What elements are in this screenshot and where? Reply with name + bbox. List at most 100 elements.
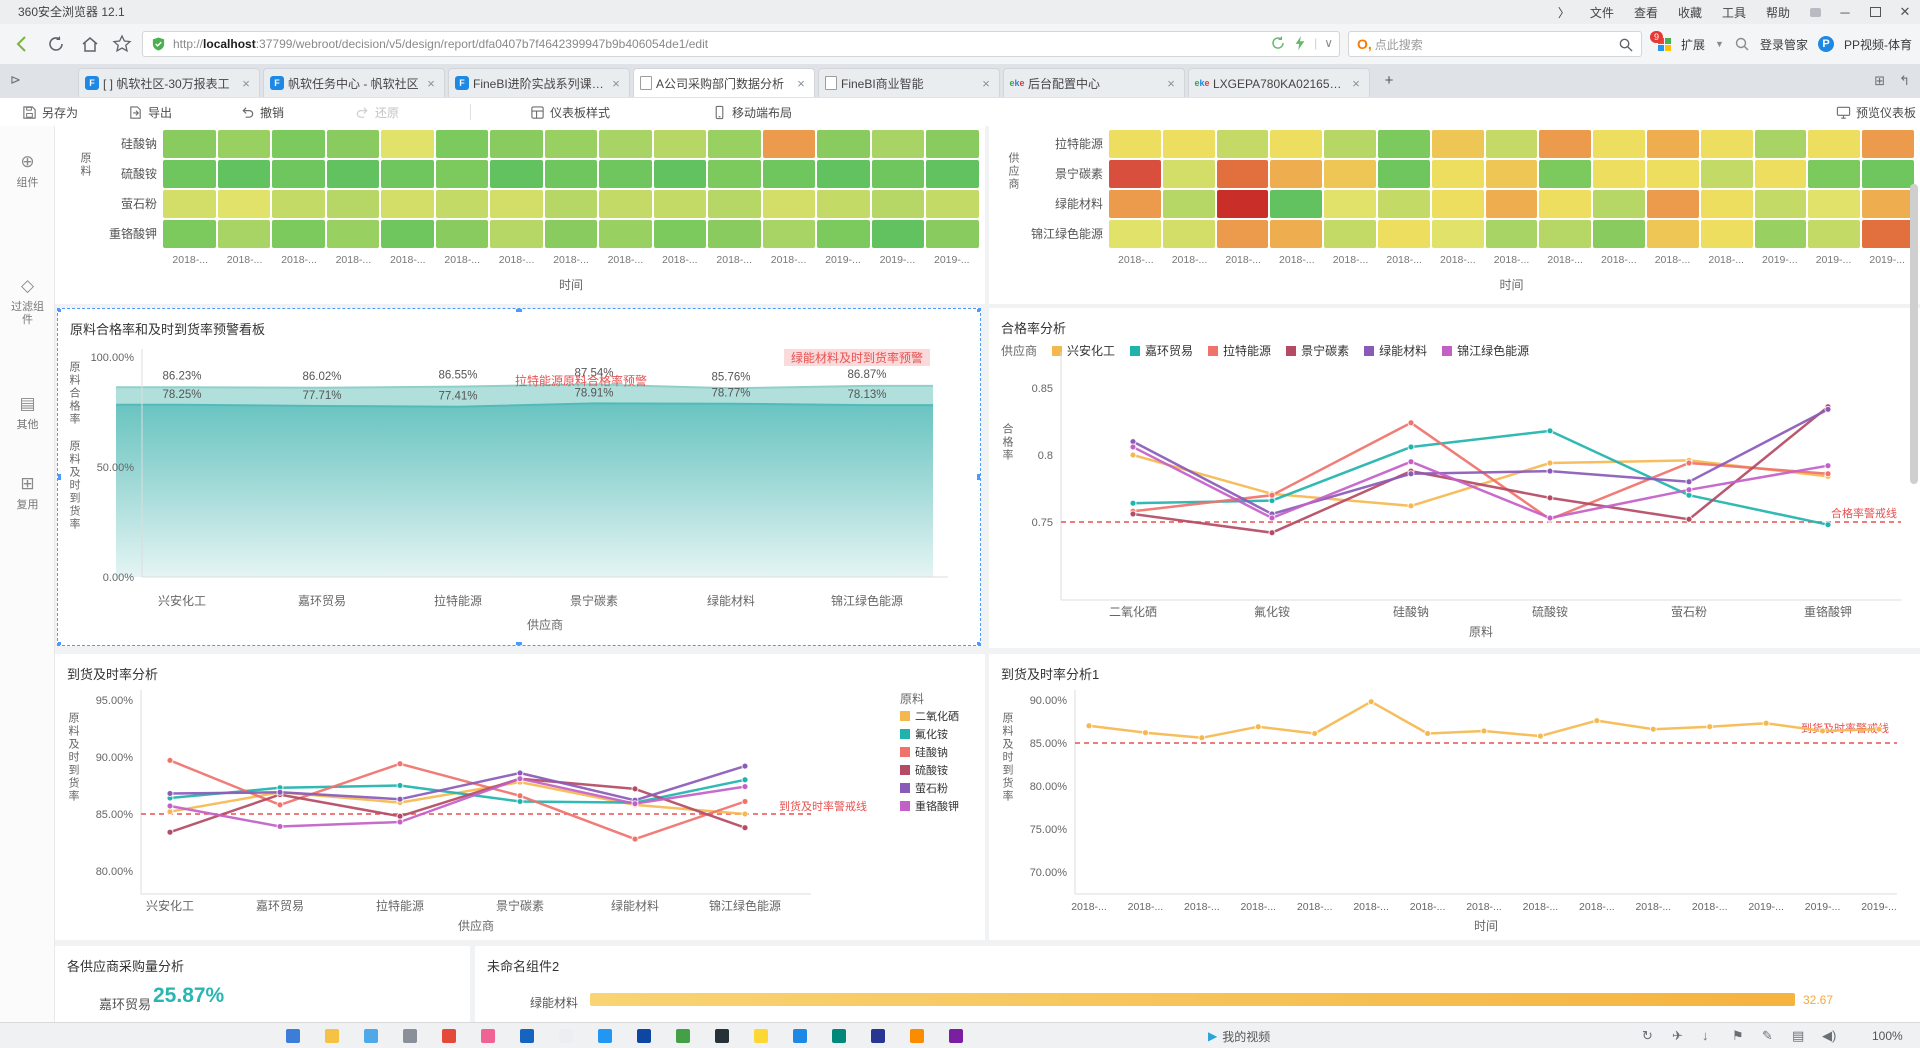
legend-item[interactable]: 景宁碳素 (1286, 342, 1349, 359)
zoom-level[interactable]: 100% (1872, 1029, 1903, 1043)
taskbar-app-icon[interactable] (403, 1029, 417, 1043)
home-icon[interactable] (80, 34, 100, 54)
search-box[interactable]: O, 点此搜索 (1348, 31, 1642, 57)
pp-video-icon[interactable]: P (1817, 36, 1834, 52)
sidebar-item-other[interactable]: ▤ 其他 (0, 394, 55, 432)
heatmap-row[interactable] (163, 220, 979, 248)
menu-help[interactable]: 帮助 (1765, 5, 1790, 20)
heatmap-row[interactable] (1109, 190, 1914, 218)
heatmap-row[interactable] (163, 190, 979, 218)
extensions-label[interactable]: 扩展 (1681, 37, 1706, 52)
tab-close-icon[interactable]: × (1167, 75, 1175, 91)
legend-item[interactable]: 兴安化工 (1052, 342, 1115, 359)
speaker-icon[interactable]: ◀) (1822, 1028, 1837, 1043)
refresh-icon[interactable] (46, 34, 66, 54)
pin-icon[interactable]: ✈ (1672, 1028, 1683, 1043)
taskbar-app-icon[interactable] (754, 1029, 768, 1043)
undo-button[interactable]: 撤销 (240, 98, 284, 126)
bar[interactable] (590, 993, 1795, 1006)
heatmap-row[interactable] (163, 130, 979, 158)
search-engine-icon[interactable]: O, (1357, 36, 1372, 52)
browser-tab[interactable]: FineBI商业智能 × (818, 68, 1000, 97)
flag-icon[interactable]: ⚑ (1732, 1028, 1744, 1043)
taskbar-app-icon[interactable] (559, 1029, 573, 1043)
favorite-star-icon[interactable] (112, 34, 132, 54)
edit-icon[interactable]: ✎ (1762, 1028, 1773, 1043)
panel-qualified-rate[interactable]: 合格率分析 供应商 兴安化工 嘉环贸易 拉特能源 景宁碳素 绿能材料 锦江绿色能源 合格率 … (989, 308, 1920, 648)
undo-closed-tab-icon[interactable]: ↰ (1899, 73, 1910, 88)
taskbar-app-icon[interactable] (871, 1029, 885, 1043)
selection-handle[interactable] (977, 309, 980, 312)
browser-tab[interactable]: F [ ] 帆软社区-30万报表工 × (78, 68, 260, 97)
heatmap-row[interactable] (1109, 160, 1914, 188)
selection-handle[interactable] (58, 474, 61, 480)
selection-handle[interactable] (58, 309, 61, 312)
url-dropdown-icon[interactable]: ∨ (1324, 36, 1333, 50)
browser-tab[interactable]: A公司采购部门数据分析 × (633, 68, 815, 97)
taskbar-app-icon[interactable] (364, 1029, 378, 1043)
minimize-button[interactable]: ─ (1840, 4, 1850, 20)
preview-dashboard-button[interactable]: 预览仪表板 (1836, 98, 1916, 126)
speed-lightning-icon[interactable] (1293, 35, 1307, 51)
panel-unnamed-2[interactable]: 未命名组件2 绿能材料 32.67 (475, 946, 1920, 1022)
skin-icon[interactable] (1800, 5, 1830, 20)
restore-tabs-icon[interactable]: ⊞ (1874, 73, 1886, 88)
redo-button[interactable]: 还原 (355, 98, 399, 126)
back-icon[interactable] (12, 34, 32, 54)
legend-item[interactable]: 绿能材料 (1364, 342, 1427, 359)
taskbar-app-icon[interactable] (949, 1029, 963, 1043)
panel-delivery-rate[interactable]: 到货及时率分析 原料及时到货率 95.00% 90.00% 85.00% 80.00%… (55, 654, 985, 940)
tab-close-icon[interactable]: × (242, 75, 250, 91)
grid-icon[interactable]: ▤ (1792, 1028, 1805, 1043)
panel-delivery-rate-1[interactable]: 到货及时率分析1 原料及时到货率 90.00% 85.00% 80.00% 75.00… (989, 654, 1920, 940)
download-icon[interactable]: ↓ (1702, 1028, 1709, 1043)
save-as-button[interactable]: 另存为 (22, 98, 78, 126)
menu-favorites[interactable]: 收藏 (1677, 5, 1702, 20)
selection-handle[interactable] (977, 474, 980, 480)
my-video-button[interactable]: ▶ 我的视频 (1208, 1029, 1271, 1044)
taskbar-app-icon[interactable] (637, 1029, 651, 1043)
browser-tab[interactable]: e k e 后台配置中心 × (1003, 68, 1185, 97)
legend-item[interactable]: 萤石粉 (900, 780, 959, 798)
legend-item[interactable]: 二氧化硒 (900, 708, 959, 726)
sidebar-item-reuse[interactable]: ⊞ 复用 (0, 474, 55, 512)
legend-item[interactable]: 氟化铵 (900, 726, 959, 744)
taskbar-app-icon[interactable] (520, 1029, 534, 1043)
url-bar[interactable]: http://localhost:37799/webroot/decision/… (142, 31, 1340, 57)
legend-item[interactable]: 重铬酸钾 (900, 798, 959, 816)
sidebar-item-components[interactable]: ⊕ 组件 (0, 152, 55, 190)
pp-video-label[interactable]: PP视频-体育 (1843, 37, 1912, 52)
browser-tab[interactable]: F FineBI进阶实战系列课程——企... × (448, 68, 630, 97)
selection-handle[interactable] (516, 642, 522, 645)
sidebar-toggle-icon[interactable]: ⊳ (10, 72, 21, 87)
taskbar-app-icon[interactable] (715, 1029, 729, 1043)
delivery-rate-timeline-chart[interactable]: 90.00%85.00%80.00%75.00%70.00%到货及时率警戒线20… (989, 654, 1920, 940)
mobile-layout-button[interactable]: 移动端布局 (712, 98, 792, 126)
tab-close-icon[interactable]: × (612, 75, 620, 91)
panel-warning-board[interactable]: 原料合格率和及时到货率预警看板 原料合格率 原料及时到货率 100.00% 50.… (57, 308, 981, 646)
maximize-button[interactable] (1860, 5, 1890, 20)
browser-tab[interactable]: ekeLXGEPA780KA021658超大吨位... × (1188, 68, 1370, 97)
taskbar-app-icon[interactable] (832, 1029, 846, 1043)
menu-file[interactable]: 文件 (1589, 5, 1614, 20)
selection-handle[interactable] (58, 642, 61, 645)
tab-close-icon[interactable]: × (1352, 75, 1360, 91)
heatmap-row[interactable] (1109, 220, 1914, 248)
close-button[interactable]: ✕ (1899, 4, 1911, 19)
login-manager-button[interactable]: 登录管家 (1759, 37, 1808, 52)
export-button[interactable]: 导出 (128, 98, 172, 126)
taskbar-app-icon[interactable] (676, 1029, 690, 1043)
taskbar-app-icon[interactable] (325, 1029, 339, 1043)
legend-item[interactable]: 硅酸钠 (900, 744, 959, 762)
taskbar-app-icon[interactable] (910, 1029, 924, 1043)
menu-view[interactable]: 查看 (1633, 5, 1658, 20)
no-trace-icon[interactable] (1270, 35, 1286, 51)
browser-tab[interactable]: F 帆软任务中心 - 帆软社区 × (263, 68, 445, 97)
heatmap-row[interactable] (1109, 130, 1914, 158)
tab-close-icon[interactable]: × (982, 75, 990, 91)
taskbar-app-icon[interactable] (286, 1029, 300, 1043)
legend-item[interactable]: 嘉环贸易 (1130, 342, 1193, 359)
sidebar-item-filter-components[interactable]: ◇ 过滤组件 (0, 276, 55, 327)
